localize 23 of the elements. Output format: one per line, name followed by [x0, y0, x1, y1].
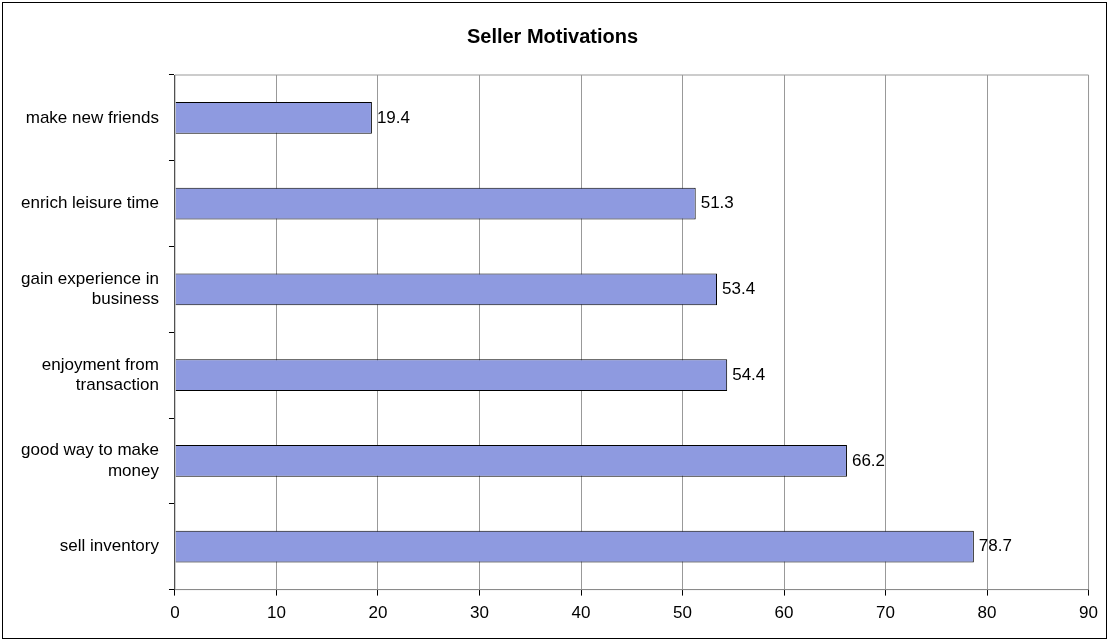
- chart-title: Seller Motivations: [466, 24, 639, 47]
- data-label: 78.7: [978, 536, 1012, 556]
- x-tick-label: 80: [977, 603, 997, 623]
- y-tick-label: make new friends: [25, 107, 159, 127]
- y-tick-label: enrich leisure time: [21, 193, 159, 213]
- y-tick-label: enjoyment from transaction: [41, 354, 159, 395]
- data-label: 53.4: [722, 279, 756, 299]
- y-tick-label: sell inventory: [59, 536, 160, 556]
- data-label: 51.3: [700, 193, 734, 213]
- x-tick-label: 0: [170, 603, 180, 623]
- y-tick-label: good way to make money: [21, 440, 160, 480]
- x-tick-label: 30: [470, 603, 489, 623]
- x-tick-label: 10: [267, 603, 286, 623]
- x-tick-label: 20: [368, 603, 388, 623]
- data-label: 66.2: [851, 450, 886, 470]
- data-label: 19.4: [376, 107, 410, 127]
- y-tick-label: gain experience in business: [21, 268, 159, 309]
- x-tick-label: 90: [1079, 603, 1099, 623]
- x-tick-label: 60: [774, 603, 794, 623]
- data-label: 54.4: [732, 364, 766, 384]
- x-tick-label: 70: [876, 603, 895, 623]
- x-tick-label: 50: [673, 603, 692, 623]
- x-tick-label: 40: [571, 603, 591, 623]
